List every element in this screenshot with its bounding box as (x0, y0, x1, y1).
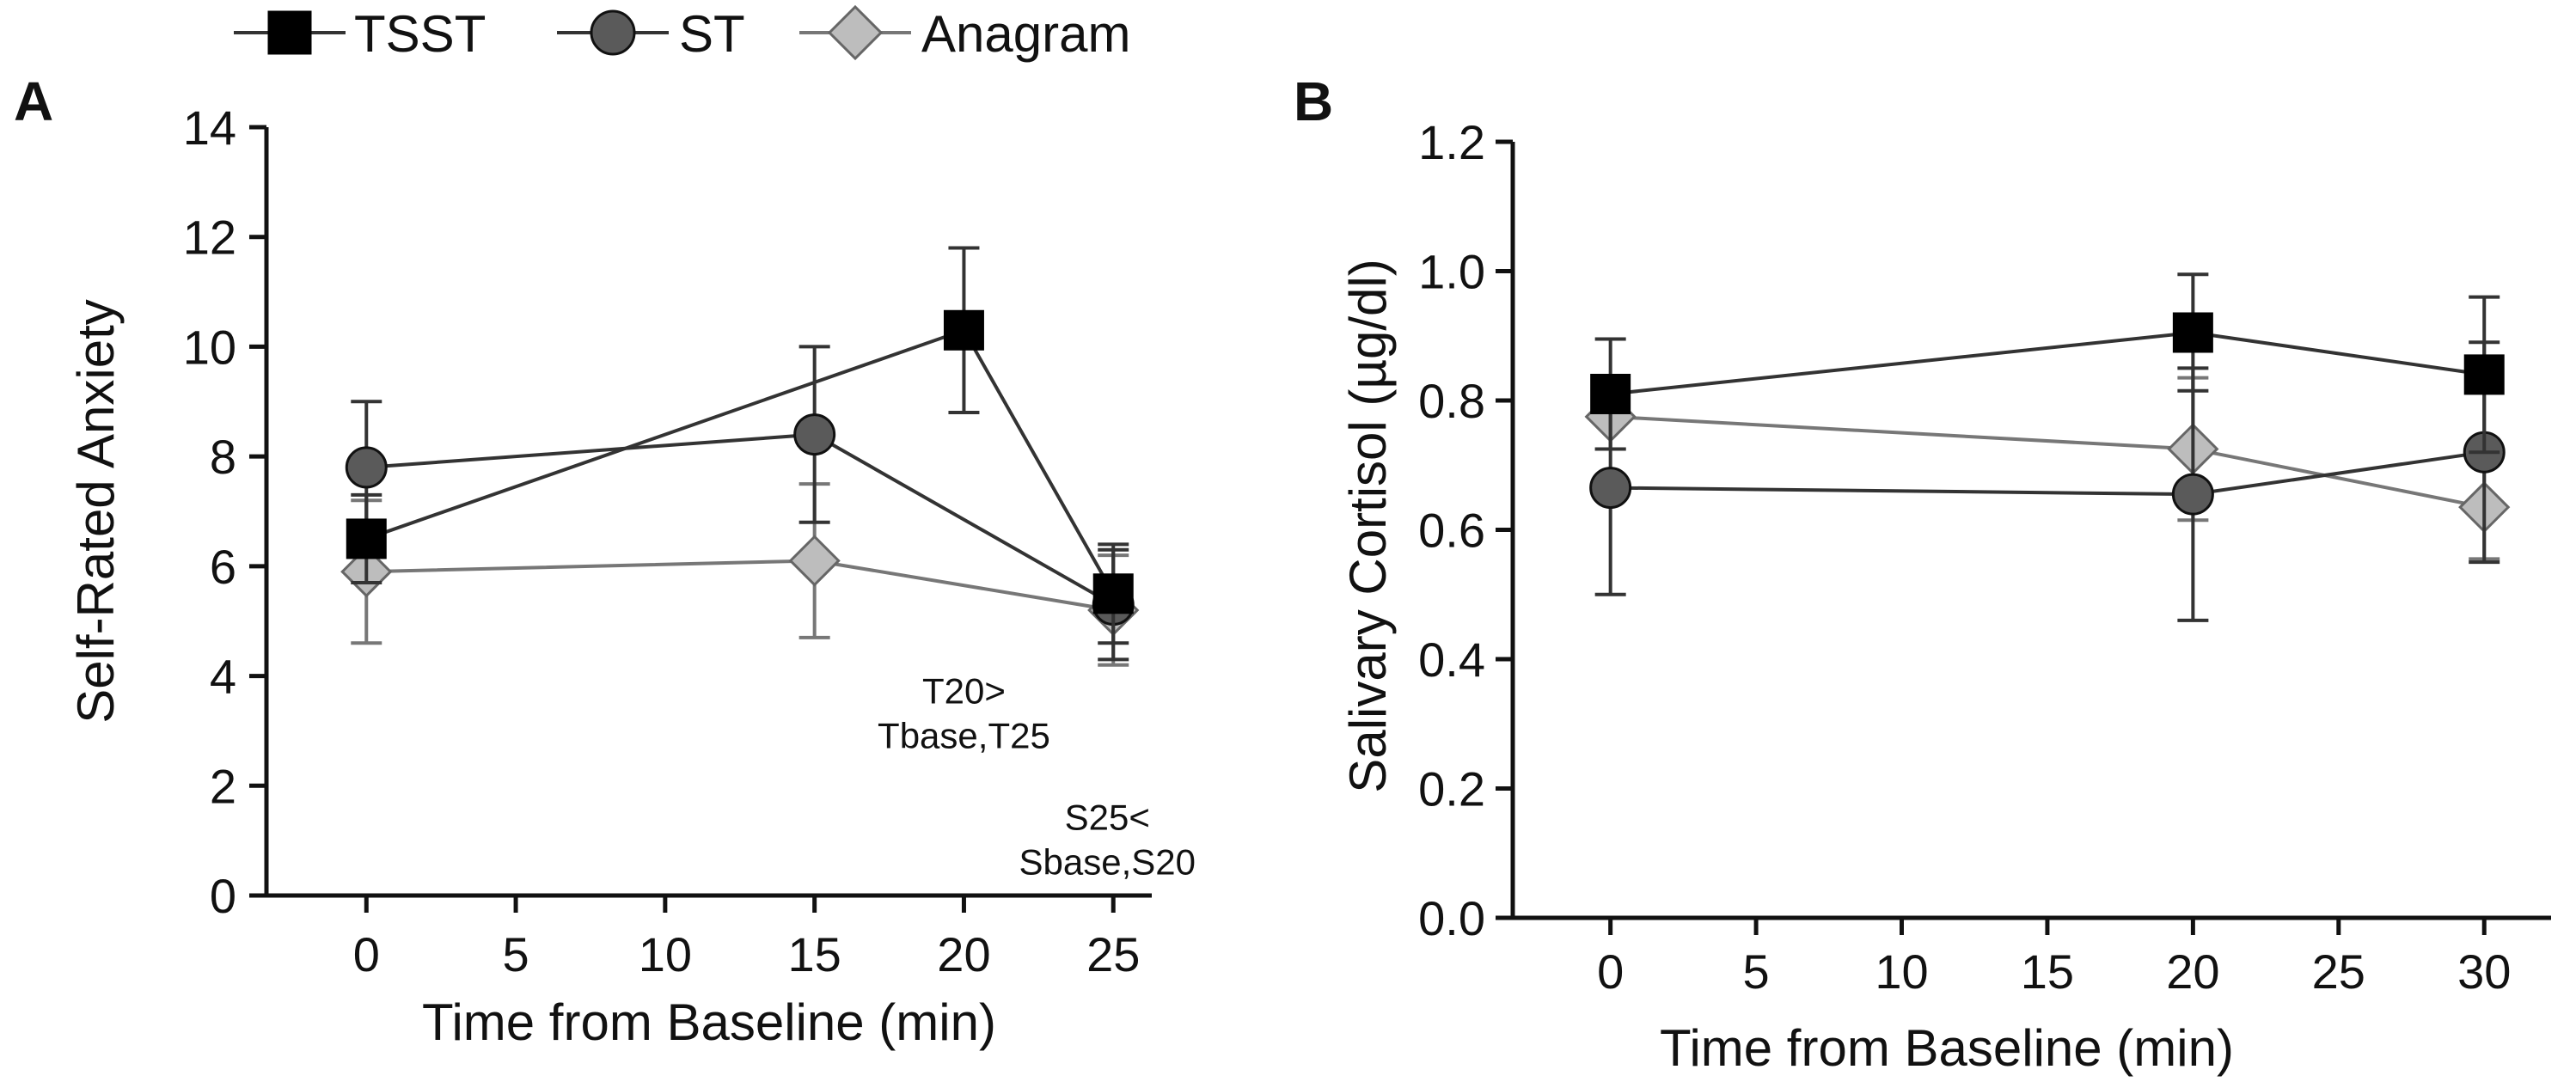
panel-a-line-tsst (365, 327, 1115, 595)
legend-label-tsst: TSST (354, 5, 486, 63)
panel-a-y-tick-label: 12 (183, 211, 236, 265)
panel-b-plot-area: 0.0 0.2 0.4 0.6 0.8 1.0 1.2 0 5 10 15 20 25 30 (1418, 115, 2551, 999)
legend-item-tsst: TSST (234, 5, 486, 63)
panel-a-series-anagram (340, 482, 1140, 667)
panel-b-point-tsst (2463, 354, 2505, 395)
panel-a-x-tick-label: 5 (502, 927, 529, 981)
legend-label-anagram: Anagram (921, 5, 1130, 63)
legend-item-st: ST (557, 5, 745, 63)
legend-item-anagram: Anagram (799, 4, 1130, 63)
panel-b-y-tick-label: 0.0 (1418, 891, 1485, 945)
panel-b-chart: Salivary Cortisol (µg/dl) Time from Base… (1339, 115, 2551, 1077)
panel-a-point-anagram (788, 535, 841, 587)
panel-a-y-tick-label: 14 (183, 101, 236, 155)
panel-b-x-tick-label: 20 (2166, 944, 2219, 999)
legend-marker-st (590, 9, 636, 56)
panel-a-y-tick-label: 0 (210, 869, 236, 923)
panel-a-x-tick-label: 20 (937, 927, 990, 981)
panel-a-y-tick-label: 8 (210, 430, 236, 484)
panel-a-x-tick-label: 0 (353, 927, 380, 981)
panel-b-point-st (2171, 473, 2214, 516)
legend-marker-tsst (267, 10, 312, 55)
panel-a-letter: A (14, 70, 53, 132)
panel-b-point-st (1589, 467, 1632, 510)
panel-a-annotation-line: Tbase,T25 (878, 716, 1050, 756)
panel-b-y-tick-label: 1.0 (1418, 245, 1485, 299)
panel-b-point-tsst (1590, 373, 1631, 414)
panel-a-y-tick-label: 6 (210, 540, 236, 594)
panel-a-x-tick-label: 10 (639, 927, 692, 981)
panel-a-point-st (793, 413, 836, 456)
legend-marker-anagram (827, 4, 884, 61)
panel-a-chart: Self-Rated Anxiety Time from Baseline (m… (67, 101, 1196, 1051)
panel-b-xlabel: Time from Baseline (min) (1660, 1019, 2234, 1077)
panel-a-plot-area: 0 2 4 6 8 10 12 14 0 5 10 15 20 25 T20>Tbase,T25 S25<Sb… (183, 101, 1196, 981)
panel-b-x-tick-label: 30 (2457, 944, 2511, 999)
panel-a-x-tick-label: 15 (788, 927, 841, 981)
panel-b-x-tick-label: 15 (2021, 944, 2074, 999)
panel-b-series-st (1589, 340, 2506, 622)
panel-b-x-tick-label: 10 (1875, 944, 1928, 999)
panel-a-xlabel: Time from Baseline (min) (422, 993, 996, 1051)
panel-a-annotation: T20>Tbase,T25 (878, 671, 1050, 756)
panel-b-x-tick-label: 25 (2312, 944, 2365, 999)
panel-b-series-tsst (1590, 272, 2505, 455)
legend-label-st: ST (679, 5, 745, 63)
legend: TSST ST Anagram (234, 4, 1130, 63)
panel-a-annotation-line: S25< (1065, 797, 1150, 837)
panel-a-line-anagram (366, 559, 1114, 612)
panel-a-annotation-line: T20> (922, 671, 1006, 712)
panel-a-point-tsst (346, 518, 387, 559)
panel-a-x-tick-label: 25 (1086, 927, 1140, 981)
panel-b-y-tick-label: 1.2 (1418, 115, 1485, 169)
panel-b-ylabel: Salivary Cortisol (µg/dl) (1339, 259, 1397, 792)
panel-a-point-st (345, 446, 388, 489)
panel-a-y-tick-label: 4 (210, 650, 236, 704)
panel-a-y-tick-label: 10 (183, 320, 236, 374)
panel-b-x-tick-label: 5 (1743, 944, 1770, 999)
panel-a-line-st (366, 432, 1115, 607)
panel-a-series-tsst (346, 246, 1134, 645)
panel-b-y-tick-label: 0.8 (1418, 374, 1485, 428)
panel-b-y-tick-label: 0.6 (1418, 504, 1485, 558)
panel-a-y-tick-label: 2 (210, 759, 236, 813)
panel-a-point-tsst (943, 309, 984, 351)
panel-a-annotation-line: Sbase,S20 (1019, 841, 1196, 882)
panel-b-y-tick-label: 0.4 (1418, 633, 1485, 687)
panel-b-point-tsst (2172, 312, 2213, 353)
panel-b-line-tsst (1610, 330, 2485, 396)
panel-a-ylabel: Self-Rated Anxiety (67, 299, 125, 724)
panel-b-y-tick-label: 0.2 (1418, 762, 1485, 816)
panel-a-point-tsst (1092, 573, 1134, 614)
panel-b-x-tick-label: 0 (1597, 944, 1624, 999)
panel-b-letter: B (1294, 70, 1333, 132)
panel-b-line-st (1610, 450, 2485, 497)
panel-a-annotation: S25<Sbase,S20 (1019, 797, 1196, 882)
